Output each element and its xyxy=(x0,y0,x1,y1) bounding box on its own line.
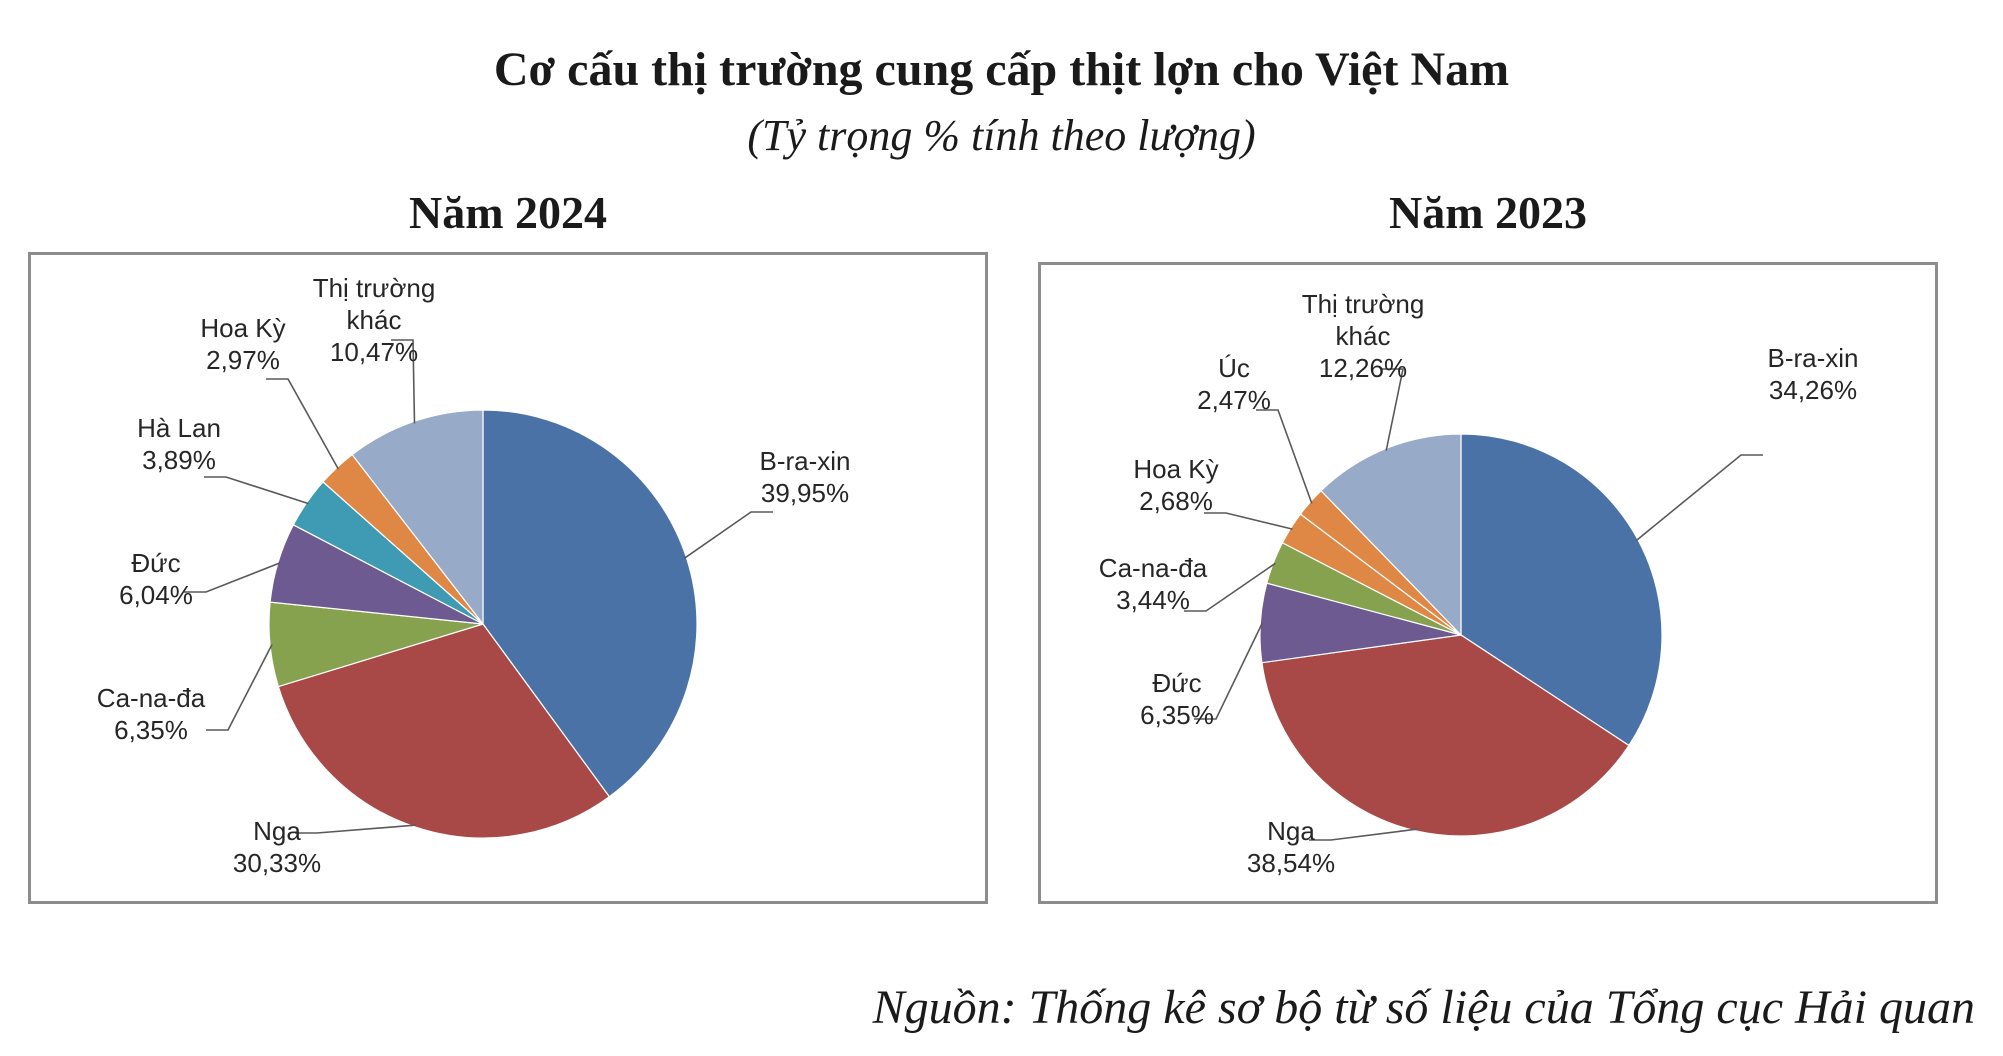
pie-2023-leader-hoa-ky xyxy=(1204,512,1293,530)
pie-2024-leader-ca-na-da xyxy=(206,644,273,731)
pie-2024-leader-duc xyxy=(184,562,281,593)
pie-2024-label-ha-lan-line: Hà Lan xyxy=(137,413,221,443)
pie-2023-label-thi-truong-khac-line: 12,26% xyxy=(1319,353,1407,383)
pie-2024-leader-hoa-ky xyxy=(266,378,339,470)
pie-2023-leader-duc xyxy=(1194,622,1264,720)
pie-chart-2023: B-ra-xin 34,26% Nga 38,54% Đức 6,35% Ca-na-đa 3… xyxy=(1038,262,1938,904)
pie-2023-label-duc: Đức 6,35% xyxy=(1140,668,1214,730)
pie-2023-label-duc-line: 6,35% xyxy=(1140,700,1214,730)
source-note: Nguồn: Thống kê sơ bộ từ số liệu của Tổn… xyxy=(872,981,1975,1034)
pie-2023-label-hoa-ky: Hoa Kỳ 2,68% xyxy=(1133,454,1218,516)
chart-subtitle: (Tỷ trọng % tính theo lượng) xyxy=(747,111,1256,160)
pie-2024-label-ha-lan-line: 3,89% xyxy=(142,445,216,475)
pie-chart-2024: B-ra-xin 39,95% Nga 30,33% Ca-na-đa 6,35% Đức 6… xyxy=(28,252,988,904)
pie-2023-label-thi-truong-khac-line: Thị trường xyxy=(1302,289,1425,319)
pie-2023-leader-nga xyxy=(1309,828,1418,841)
pie-2023-label-uc: Úc 2,47% xyxy=(1197,353,1271,415)
pie-2024-label-duc: Đức 6,04% xyxy=(119,548,193,610)
pie-2024-leader-b-ra-xin xyxy=(684,511,773,559)
pie-2023-leader-uc xyxy=(1256,409,1313,504)
pie-2024-label-thi-truong-khac: Thị trường khác 10,47% xyxy=(313,273,436,367)
pie-2024-label-b-ra-xin-line: 39,95% xyxy=(761,478,849,508)
pie-2023-leader-ca-na-da xyxy=(1184,562,1276,612)
pie-2023-label-nga-line: Nga xyxy=(1267,816,1315,846)
pie-2023-leader-thi-truong-khac xyxy=(1381,368,1404,451)
pie-2023-label-duc-line: Đức xyxy=(1152,668,1201,698)
pie-2024-label-thi-truong-khac-line: 10,47% xyxy=(330,337,418,367)
pie-2023-label-uc-line: 2,47% xyxy=(1197,385,1271,415)
pie-2023-svg: B-ra-xin 34,26%Nga 38,54%Đức 6,35%Ca-na-đa 3… xyxy=(1099,289,1859,878)
pie-2024-label-ca-na-da: Ca-na-đa 6,35% xyxy=(97,683,206,745)
pie-2024-label-nga-line: Nga xyxy=(253,816,301,846)
pie-2024-label-duc-line: 6,04% xyxy=(119,580,193,610)
pie-2023-label-hoa-ky-line: 2,68% xyxy=(1139,486,1213,516)
pie-2023-label-b-ra-xin-line: B-ra-xin xyxy=(1767,343,1858,373)
pie-2024-label-thi-truong-khac-line: khác xyxy=(347,305,402,335)
pie-2024-label-hoa-ky: Hoa Kỳ 2,97% xyxy=(200,313,285,375)
pie-2023-label-ca-na-da: Ca-na-đa 3,44% xyxy=(1099,553,1208,615)
pie-2024-label-hoa-ky-line: Hoa Kỳ xyxy=(200,313,285,343)
pie-2023-label-b-ra-xin: B-ra-xin 34,26% xyxy=(1767,343,1858,405)
pie-2024-label-b-ra-xin-line: B-ra-xin xyxy=(759,446,850,476)
pie-2023-label-uc-line: Úc xyxy=(1218,353,1250,383)
pie-2024-label-b-ra-xin: B-ra-xin 39,95% xyxy=(759,446,850,508)
pie-2023-slice-thi-truong-khac xyxy=(1320,433,1462,637)
pie-2024-label-ca-na-da-line: Ca-na-đa xyxy=(97,683,206,713)
pie-2024-title: Năm 2024 xyxy=(408,187,608,238)
pie-2023-label-b-ra-xin-line: 34,26% xyxy=(1769,375,1857,405)
pie-2024-label-nga: Nga 30,33% xyxy=(233,816,321,878)
pie-2024-label-hoa-ky-line: 2,97% xyxy=(206,345,280,375)
pie-2024-label-thi-truong-khac-line: Thị trường xyxy=(313,273,436,303)
pie-2024-label-ha-lan: Hà Lan 3,89% xyxy=(137,413,221,475)
pie-2024-leader-ha-lan xyxy=(204,476,309,505)
pie-2023-slice-nga xyxy=(1261,634,1630,837)
pie-2024-leader-nga xyxy=(295,824,417,834)
pie-2023-label-thi-truong-khac: Thị trường khác 12,26% xyxy=(1302,289,1425,383)
pie-2023-label-nga: Nga 38,54% xyxy=(1247,816,1335,878)
pie-2023-label-hoa-ky-line: Hoa Kỳ xyxy=(1133,454,1218,484)
pie-2023-label-ca-na-da-line: 3,44% xyxy=(1116,585,1190,615)
chart-main-title: Cơ cấu thị trường cung cấp thịt lợn cho … xyxy=(493,43,1510,96)
pie-2023-label-thi-truong-khac-line: khác xyxy=(1336,321,1391,351)
pie-2023-leader-b-ra-xin xyxy=(1635,454,1763,542)
pie-2023-label-ca-na-da-line: Ca-na-đa xyxy=(1099,553,1208,583)
pie-2024-slice-nga xyxy=(277,623,611,839)
pie-2023-title: Năm 2023 xyxy=(1388,187,1588,238)
pie-2024-label-nga-line: 30,33% xyxy=(233,848,321,878)
pie-2024-leader-thi-truong-khac xyxy=(391,339,416,424)
pie-2024-label-duc-line: Đức xyxy=(131,548,180,578)
pie-2023-label-nga-line: 38,54% xyxy=(1247,848,1335,878)
pie-2024-label-ca-na-da-line: 6,35% xyxy=(114,715,188,745)
pie-2024-svg: B-ra-xin 39,95%Nga 30,33%Ca-na-đa 6,35%Đức 6… xyxy=(97,273,851,878)
